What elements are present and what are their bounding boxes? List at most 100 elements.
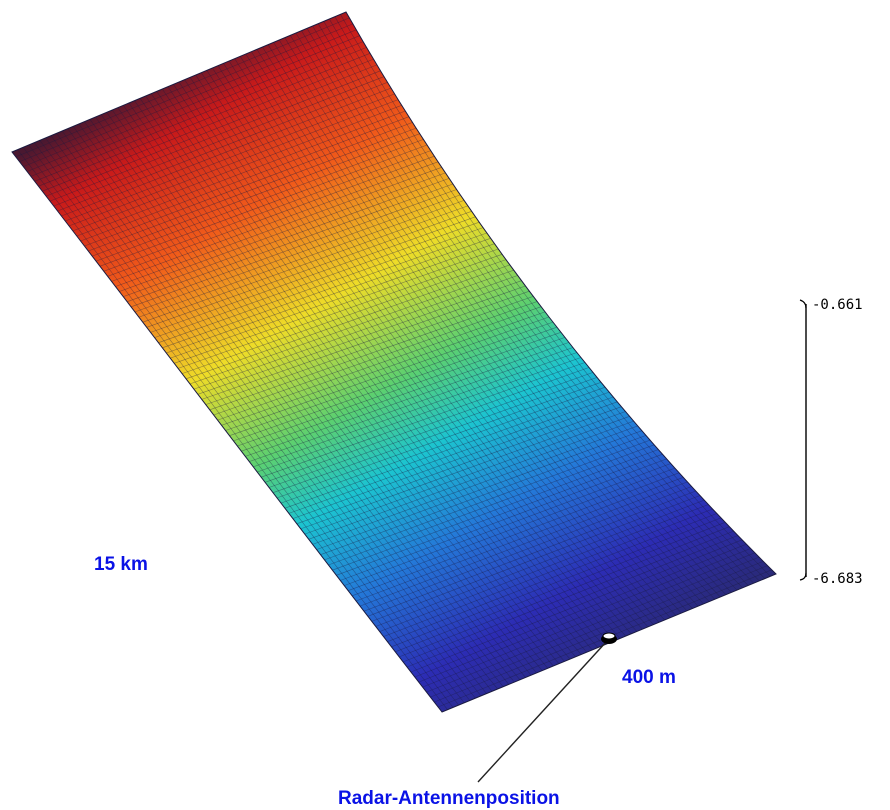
mesh-line-transverse — [23, 29, 357, 167]
mesh-line-transverse — [88, 127, 417, 252]
mesh-line-transverse — [304, 416, 630, 535]
mesh-line-longitudinal — [278, 39, 710, 602]
mesh-line-transverse — [375, 499, 705, 627]
mesh-line-transverse — [127, 183, 454, 302]
mesh-line-longitudinal — [284, 37, 716, 600]
mesh-line-longitudinal — [78, 123, 510, 685]
mesh-line-longitudinal — [267, 44, 699, 607]
mesh-line-longitudinal — [28, 144, 459, 706]
mesh-line-longitudinal — [334, 16, 766, 579]
mesh-line-longitudinal — [89, 119, 521, 680]
mesh-line-longitudinal — [228, 60, 660, 623]
mesh-line-transverse — [45, 64, 378, 197]
mesh-line-transverse — [264, 367, 590, 483]
mesh-line-transverse — [344, 463, 671, 586]
mesh-line-longitudinal — [72, 126, 504, 687]
mesh-line-transverse — [178, 254, 503, 369]
mesh-line-longitudinal — [306, 28, 738, 591]
mesh-line-transverse — [61, 87, 392, 217]
mesh-line-transverse — [166, 238, 491, 354]
mesh-line-transverse — [80, 116, 410, 242]
mesh-line-transverse — [260, 362, 586, 478]
mesh-line-transverse — [95, 139, 424, 262]
mesh-line-longitudinal — [50, 135, 482, 697]
mesh-line-transverse — [57, 82, 388, 212]
scale-min-label: -6.683 — [812, 571, 863, 587]
mesh-line-longitudinal — [156, 91, 587, 653]
mesh-line-transverse — [347, 467, 676, 591]
mesh-line-longitudinal — [145, 95, 576, 657]
mesh-line-transverse — [115, 167, 442, 287]
mesh-line-longitudinal — [56, 133, 487, 694]
mesh-line-transverse — [308, 420, 634, 540]
mesh-line-transverse — [253, 352, 577, 468]
mesh-line-transverse — [276, 382, 602, 499]
mesh-line-longitudinal — [189, 77, 621, 639]
mesh-line-transverse — [233, 326, 557, 442]
mesh-line-transverse — [402, 530, 734, 663]
mesh-line-transverse — [189, 269, 514, 385]
mesh-line-longitudinal — [95, 116, 526, 678]
mesh-line-transverse — [150, 216, 476, 333]
mesh-line-transverse — [225, 316, 550, 431]
mesh-line-transverse — [142, 205, 468, 323]
mesh-line-transverse — [19, 23, 353, 162]
mesh-line-transverse — [328, 444, 655, 566]
mesh-line-transverse — [320, 435, 647, 555]
mesh-line-transverse — [332, 449, 659, 571]
length-label: 15 km — [94, 554, 148, 575]
mesh-line-transverse — [336, 453, 663, 576]
mesh-line-transverse — [38, 53, 371, 187]
mesh-line-transverse — [426, 556, 760, 693]
mesh-line-transverse — [245, 342, 569, 457]
mesh-line-transverse — [65, 93, 395, 222]
mesh-line-transverse — [72, 105, 402, 232]
mesh-line-transverse — [363, 486, 692, 612]
surface-plane — [12, 12, 776, 712]
mesh-line-transverse — [53, 76, 385, 207]
mesh-line-transverse — [213, 301, 538, 416]
mesh-line-longitudinal — [111, 109, 543, 671]
mesh-line-longitudinal — [312, 25, 743, 589]
mesh-line-transverse — [359, 481, 688, 607]
mesh-line-transverse — [391, 517, 722, 648]
mesh-line-longitudinal — [139, 98, 571, 660]
mesh-line-transverse — [138, 200, 465, 318]
mesh-line-transverse — [241, 337, 565, 452]
mesh-line-transverse — [197, 280, 522, 395]
scale-bar: -0.661 -6.683 — [799, 297, 863, 587]
mesh-line-transverse — [399, 526, 730, 658]
mesh-line-transverse — [76, 110, 406, 237]
mesh-line-transverse — [170, 243, 495, 359]
mesh-line-transverse — [217, 306, 542, 421]
mesh-line-transverse — [288, 396, 614, 514]
mesh-line-longitudinal — [22, 147, 454, 708]
mesh-line-transverse — [193, 275, 518, 390]
mesh-line-longitudinal — [184, 79, 615, 641]
mesh-line-longitudinal — [39, 140, 471, 701]
mesh-line-longitudinal — [178, 81, 610, 644]
mesh-line-longitudinal — [167, 86, 599, 648]
mesh-line-longitudinal — [128, 102, 560, 664]
mesh-line-longitudinal — [17, 149, 448, 710]
mesh-line-longitudinal — [150, 93, 582, 655]
mesh-line-transverse — [209, 296, 534, 411]
mesh-line-transverse — [395, 522, 726, 653]
mesh-line-longitudinal — [234, 58, 665, 621]
mesh-line-transverse — [205, 290, 530, 405]
surface-outline — [11, 11, 777, 713]
mesh-line-longitudinal — [162, 88, 593, 651]
radar-antenna-icon — [601, 632, 617, 644]
mesh-line-transverse — [99, 144, 428, 267]
mesh-line-longitudinal — [329, 18, 760, 582]
mesh-line-transverse — [387, 513, 717, 642]
mesh-line-transverse — [414, 543, 747, 678]
mesh-line-longitudinal — [217, 65, 649, 628]
mesh-line-longitudinal — [195, 74, 626, 637]
mesh-line-longitudinal — [295, 32, 727, 595]
mesh-line-transverse — [229, 321, 554, 436]
mesh-line-transverse — [324, 439, 651, 561]
mesh-line-longitudinal — [290, 35, 721, 598]
mesh-line-longitudinal — [67, 128, 498, 690]
mesh-line-longitudinal — [34, 142, 465, 703]
